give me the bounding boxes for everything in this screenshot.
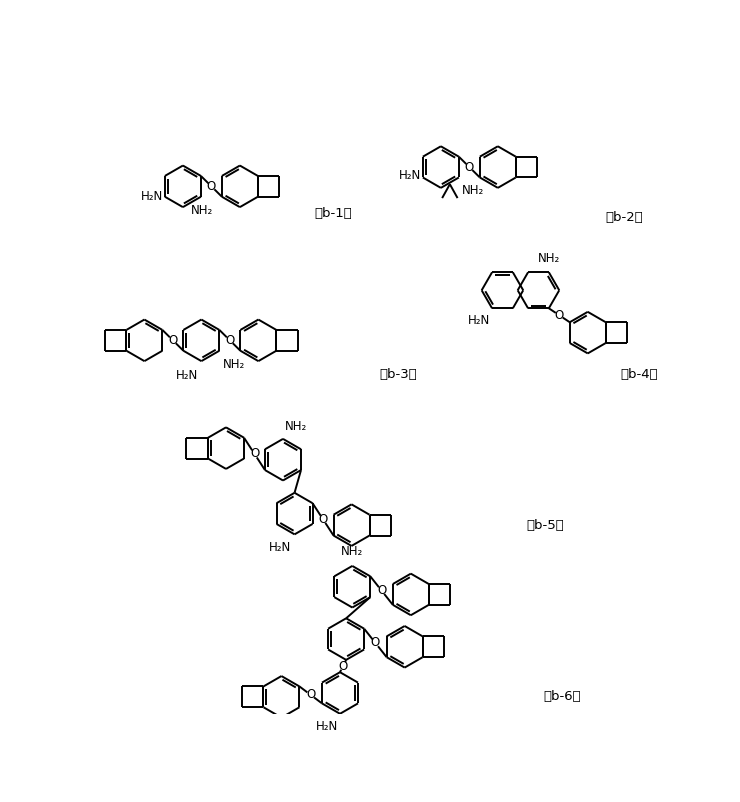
Text: O: O [371, 637, 380, 650]
Text: （b-6）: （b-6） [544, 691, 582, 703]
Text: H₂N: H₂N [141, 190, 164, 203]
Text: H₂N: H₂N [468, 314, 491, 327]
Text: NH₂: NH₂ [538, 252, 560, 265]
Text: O: O [306, 688, 315, 702]
Text: NH₂: NH₂ [285, 419, 307, 433]
Text: （b-2）: （b-2） [605, 211, 643, 224]
Text: NH₂: NH₂ [462, 184, 484, 196]
Text: NH₂: NH₂ [192, 205, 214, 217]
Text: O: O [168, 334, 178, 346]
Text: （b-5）: （b-5） [526, 519, 564, 532]
Text: H₂N: H₂N [176, 369, 198, 382]
Text: O: O [225, 334, 235, 346]
Text: O: O [555, 309, 564, 322]
Text: H₂N: H₂N [316, 720, 338, 733]
Text: H₂N: H₂N [399, 168, 421, 182]
Text: O: O [250, 448, 259, 460]
Text: O: O [318, 512, 328, 526]
Text: O: O [377, 584, 386, 597]
Text: O: O [338, 659, 348, 673]
Text: （b-3）: （b-3） [380, 368, 417, 382]
Text: NH₂: NH₂ [223, 358, 245, 371]
Text: H₂N: H₂N [269, 541, 292, 553]
Text: O: O [206, 180, 216, 192]
Text: O: O [465, 160, 474, 173]
Text: （b-4）: （b-4） [621, 368, 659, 382]
Text: NH₂: NH₂ [341, 545, 363, 558]
Text: （b-1）: （b-1） [314, 207, 352, 220]
